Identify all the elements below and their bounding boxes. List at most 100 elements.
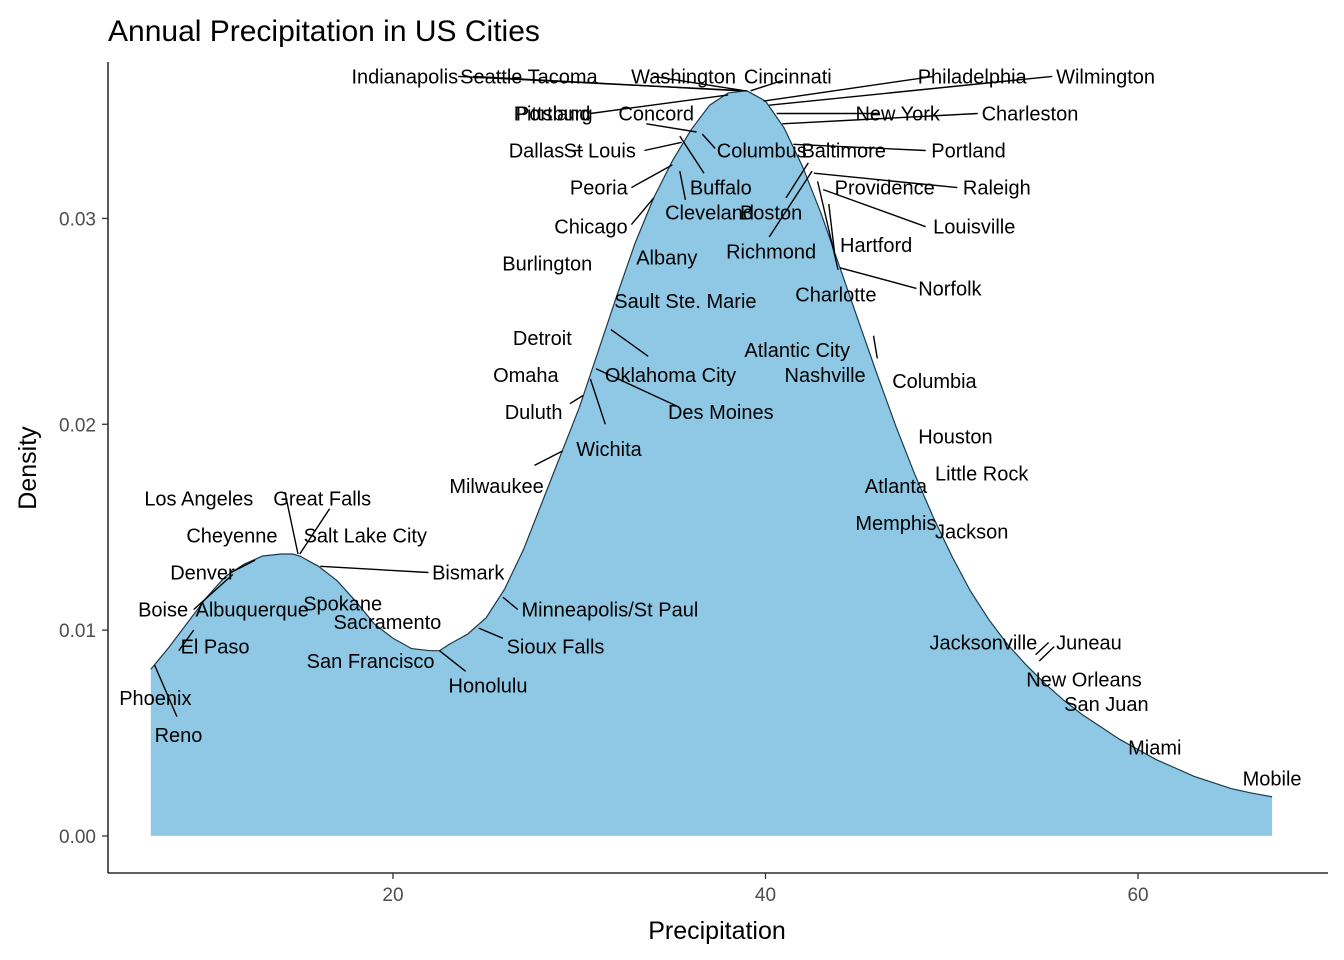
city-label: Sacramento <box>333 612 441 634</box>
city-label: Buffalo <box>690 178 752 200</box>
city-label: Little Rock <box>935 464 1029 486</box>
label-leader-line <box>595 368 677 407</box>
city-label: Cleveland <box>665 202 754 224</box>
city-label: Boise <box>138 600 188 622</box>
plot-area <box>150 90 1273 836</box>
city-labels: Indianapolis Seattle Tacoma Washington Cinc… <box>119 66 1301 790</box>
city-label: Albany <box>636 248 697 270</box>
city-label: Burlington <box>502 254 592 276</box>
city-label: San Francisco <box>307 651 435 673</box>
city-label: Minneapolis/St Paul <box>522 600 699 622</box>
city-label: Oklahoma City <box>605 365 736 387</box>
label-leader-line <box>872 335 878 359</box>
label-leader-line <box>590 94 729 115</box>
label-leader-line <box>284 492 299 555</box>
city-label: Los Angeles <box>144 488 253 510</box>
y-tick-label: 0.03 <box>59 209 96 230</box>
city-label: Charlotte <box>795 285 876 307</box>
city-label: Atlanta <box>865 476 928 498</box>
city-label: Milwaukee <box>449 476 543 498</box>
city-label: Indianapolis <box>351 66 458 88</box>
x-tick-label: 40 <box>755 885 776 906</box>
city-label: Honolulu <box>449 676 528 698</box>
city-label: Portland <box>931 141 1006 163</box>
city-label: Chicago <box>554 217 627 239</box>
label-leader-line <box>768 170 813 238</box>
label-leader-line <box>178 629 195 652</box>
city-label: Bismark <box>432 563 505 585</box>
label-leader-line <box>193 573 234 611</box>
city-label: Nashville <box>785 365 866 387</box>
city-label: Wilmington <box>1056 66 1155 88</box>
city-label: Miami <box>1128 737 1181 759</box>
city-label: Jacksonville <box>929 633 1037 655</box>
city-label: Cheyenne <box>186 525 277 547</box>
city-label: Portland <box>516 104 591 126</box>
y-axis-title: Density <box>14 426 42 510</box>
density-outline <box>150 90 1273 798</box>
label-leader-line <box>679 170 687 201</box>
city-label: Columbus <box>717 141 807 163</box>
city-label: El Paso <box>181 637 250 659</box>
label-leader-line <box>534 450 563 467</box>
city-label: New Orleans <box>1026 670 1142 692</box>
city-label: Pittsburg <box>514 104 593 126</box>
city-label: San Juan <box>1064 694 1149 716</box>
label-leader-line <box>763 75 934 102</box>
label-leader-line <box>473 75 740 92</box>
city-label: Seattle Tacoma <box>460 66 598 88</box>
city-label: Atlantic City <box>744 340 850 362</box>
label-leader-line <box>502 596 519 611</box>
label-leader-line <box>1038 646 1055 662</box>
label-leader-line <box>822 188 926 228</box>
label-leader-line <box>653 75 746 92</box>
city-label: Jackson <box>935 521 1008 543</box>
city-label: Reno <box>155 725 203 747</box>
city-label: St Louis <box>564 141 636 163</box>
label-leader-line <box>785 162 809 199</box>
city-label: Mobile <box>1243 768 1302 790</box>
label-leader-line <box>679 135 705 174</box>
label-leader-line <box>793 143 926 152</box>
city-label: Philadelphia <box>918 66 1028 88</box>
x-tick-label: 60 <box>1127 885 1148 906</box>
axes: 20 40 60 0.00 0.01 0.02 0.03 <box>59 62 1328 906</box>
city-label: Columbia <box>892 371 977 393</box>
city-label: Denver <box>170 563 235 585</box>
city-label: Cincinnati <box>744 66 832 88</box>
label-leader-line <box>299 508 331 555</box>
label-leader-line <box>439 650 467 672</box>
label-leader-line <box>630 197 655 226</box>
y-tick-label: 0.02 <box>59 415 96 436</box>
city-label: Providence <box>835 178 935 200</box>
city-label: Dallas <box>509 141 565 163</box>
city-label: Omaha <box>493 365 559 387</box>
city-label: Sioux Falls <box>507 637 605 659</box>
x-axis-title: Precipitation <box>648 917 786 945</box>
city-label: Phoenix <box>119 688 191 710</box>
city-label: Albuquerque <box>196 600 309 622</box>
city-label: Houston <box>918 427 993 449</box>
label-leader-line <box>569 394 584 405</box>
label-leader-line <box>839 267 917 290</box>
city-label: Norfolk <box>918 278 982 300</box>
city-label: Charleston <box>982 104 1079 126</box>
city-label: Spokane <box>303 593 382 615</box>
city-label: Duluth <box>505 402 563 424</box>
label-leader-line <box>816 181 839 271</box>
label-leader-line <box>478 627 504 639</box>
city-label: Sault Ste. Marie <box>614 291 756 313</box>
city-label: Richmond <box>726 241 816 263</box>
label-leader-line <box>750 79 783 92</box>
city-label: Louisville <box>933 217 1015 239</box>
x-tick-label: 20 <box>382 885 403 906</box>
y-tick-label: 0.01 <box>59 621 96 642</box>
label-leader-line <box>1035 641 1050 656</box>
label-leader-line <box>153 664 178 717</box>
label-leader-line <box>701 133 716 149</box>
city-label: Concord <box>618 104 694 126</box>
label-leader-line <box>610 329 649 357</box>
label-leader-line <box>828 203 836 252</box>
city-label: New York <box>855 104 940 126</box>
